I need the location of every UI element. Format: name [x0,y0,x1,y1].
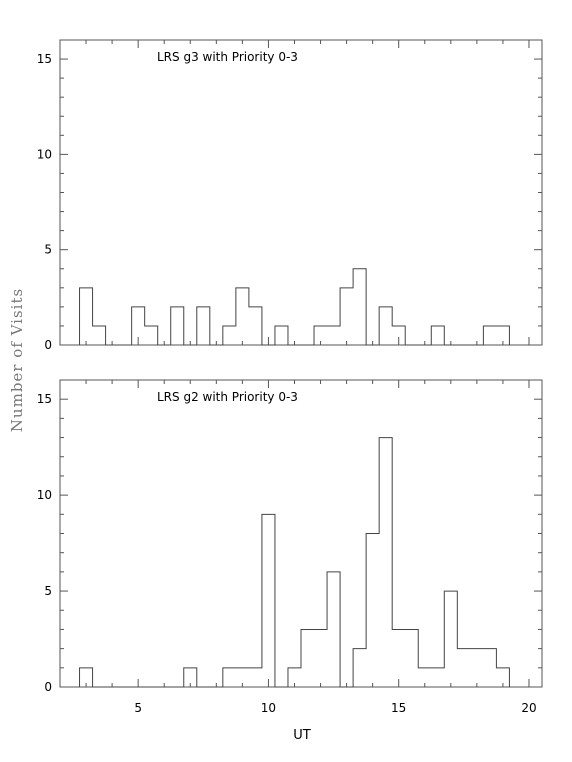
histogram-bar [249,668,262,687]
histogram-bar [392,629,405,687]
histogram-bar [379,438,392,687]
y-tick-label: 0 [44,338,52,352]
x-tick-label: 5 [134,701,142,715]
histogram-bar [353,649,366,687]
histogram-panel-g2: 0 5 10 15 5 10 15 20 LRS g2 with Priority 0-3 [37,379,543,715]
y-tick-label: 15 [37,52,52,66]
histogram-bar [327,572,340,687]
histogram-panel-g3: 0 5 10 15 LRS g3 with Priority 0-3 [37,39,543,352]
panel-title: LRS g2 with Priority 0-3 [157,390,298,404]
histogram-bar [379,307,392,345]
x-axis-label: UT [293,728,311,743]
histogram-bar [340,288,353,345]
histogram-outline [79,268,510,346]
x-tick-label: 15 [391,701,406,715]
y-tick-label: 15 [37,392,52,406]
histogram-outline [79,437,510,688]
histogram-bar [314,629,327,687]
x-tick-label: 20 [521,701,536,715]
histogram-bar [418,668,431,687]
histogram-bar [197,307,210,345]
histogram-bar [392,326,405,345]
histogram-bar [457,649,470,687]
y-tick-label: 10 [37,488,52,502]
histogram-bar [223,668,236,687]
histogram-bar [249,307,262,345]
histogram-bar [132,307,145,345]
histogram-bar [236,668,249,687]
plot-frame [59,39,543,346]
histogram-bar [184,668,197,687]
histogram-bar [496,326,509,345]
y-tick-label: 10 [37,147,52,161]
histogram-bar [236,288,249,345]
histogram-bar [223,326,236,345]
histogram-bar [288,668,301,687]
histogram-bar [301,629,314,687]
histogram-bar [171,307,184,345]
histogram-bar [431,668,444,687]
histogram-bar [444,591,457,687]
histogram-bar [353,269,366,345]
x-tick-label: 10 [261,701,276,715]
histogram-bar [80,668,93,687]
histogram-bar [405,629,418,687]
histogram-bar [431,326,444,345]
histogram-bar [93,326,106,345]
y-tick-label: 0 [44,680,52,694]
histogram-bar [483,649,496,687]
histogram-bar [366,534,379,688]
y-tick-label: 5 [44,584,52,598]
histogram-bar [145,326,158,345]
histogram-bar [496,668,509,687]
histogram-bar [470,649,483,687]
histogram-bar [275,326,288,345]
panel-title: LRS g3 with Priority 0-3 [157,50,298,64]
histogram-bar [327,326,340,345]
y-axis-label: Number of Visits [8,288,26,432]
histogram-bar [314,326,327,345]
histogram-bar [80,288,93,345]
y-tick-label: 5 [44,243,52,257]
histogram-bar [483,326,496,345]
histogram-bar [262,514,275,687]
